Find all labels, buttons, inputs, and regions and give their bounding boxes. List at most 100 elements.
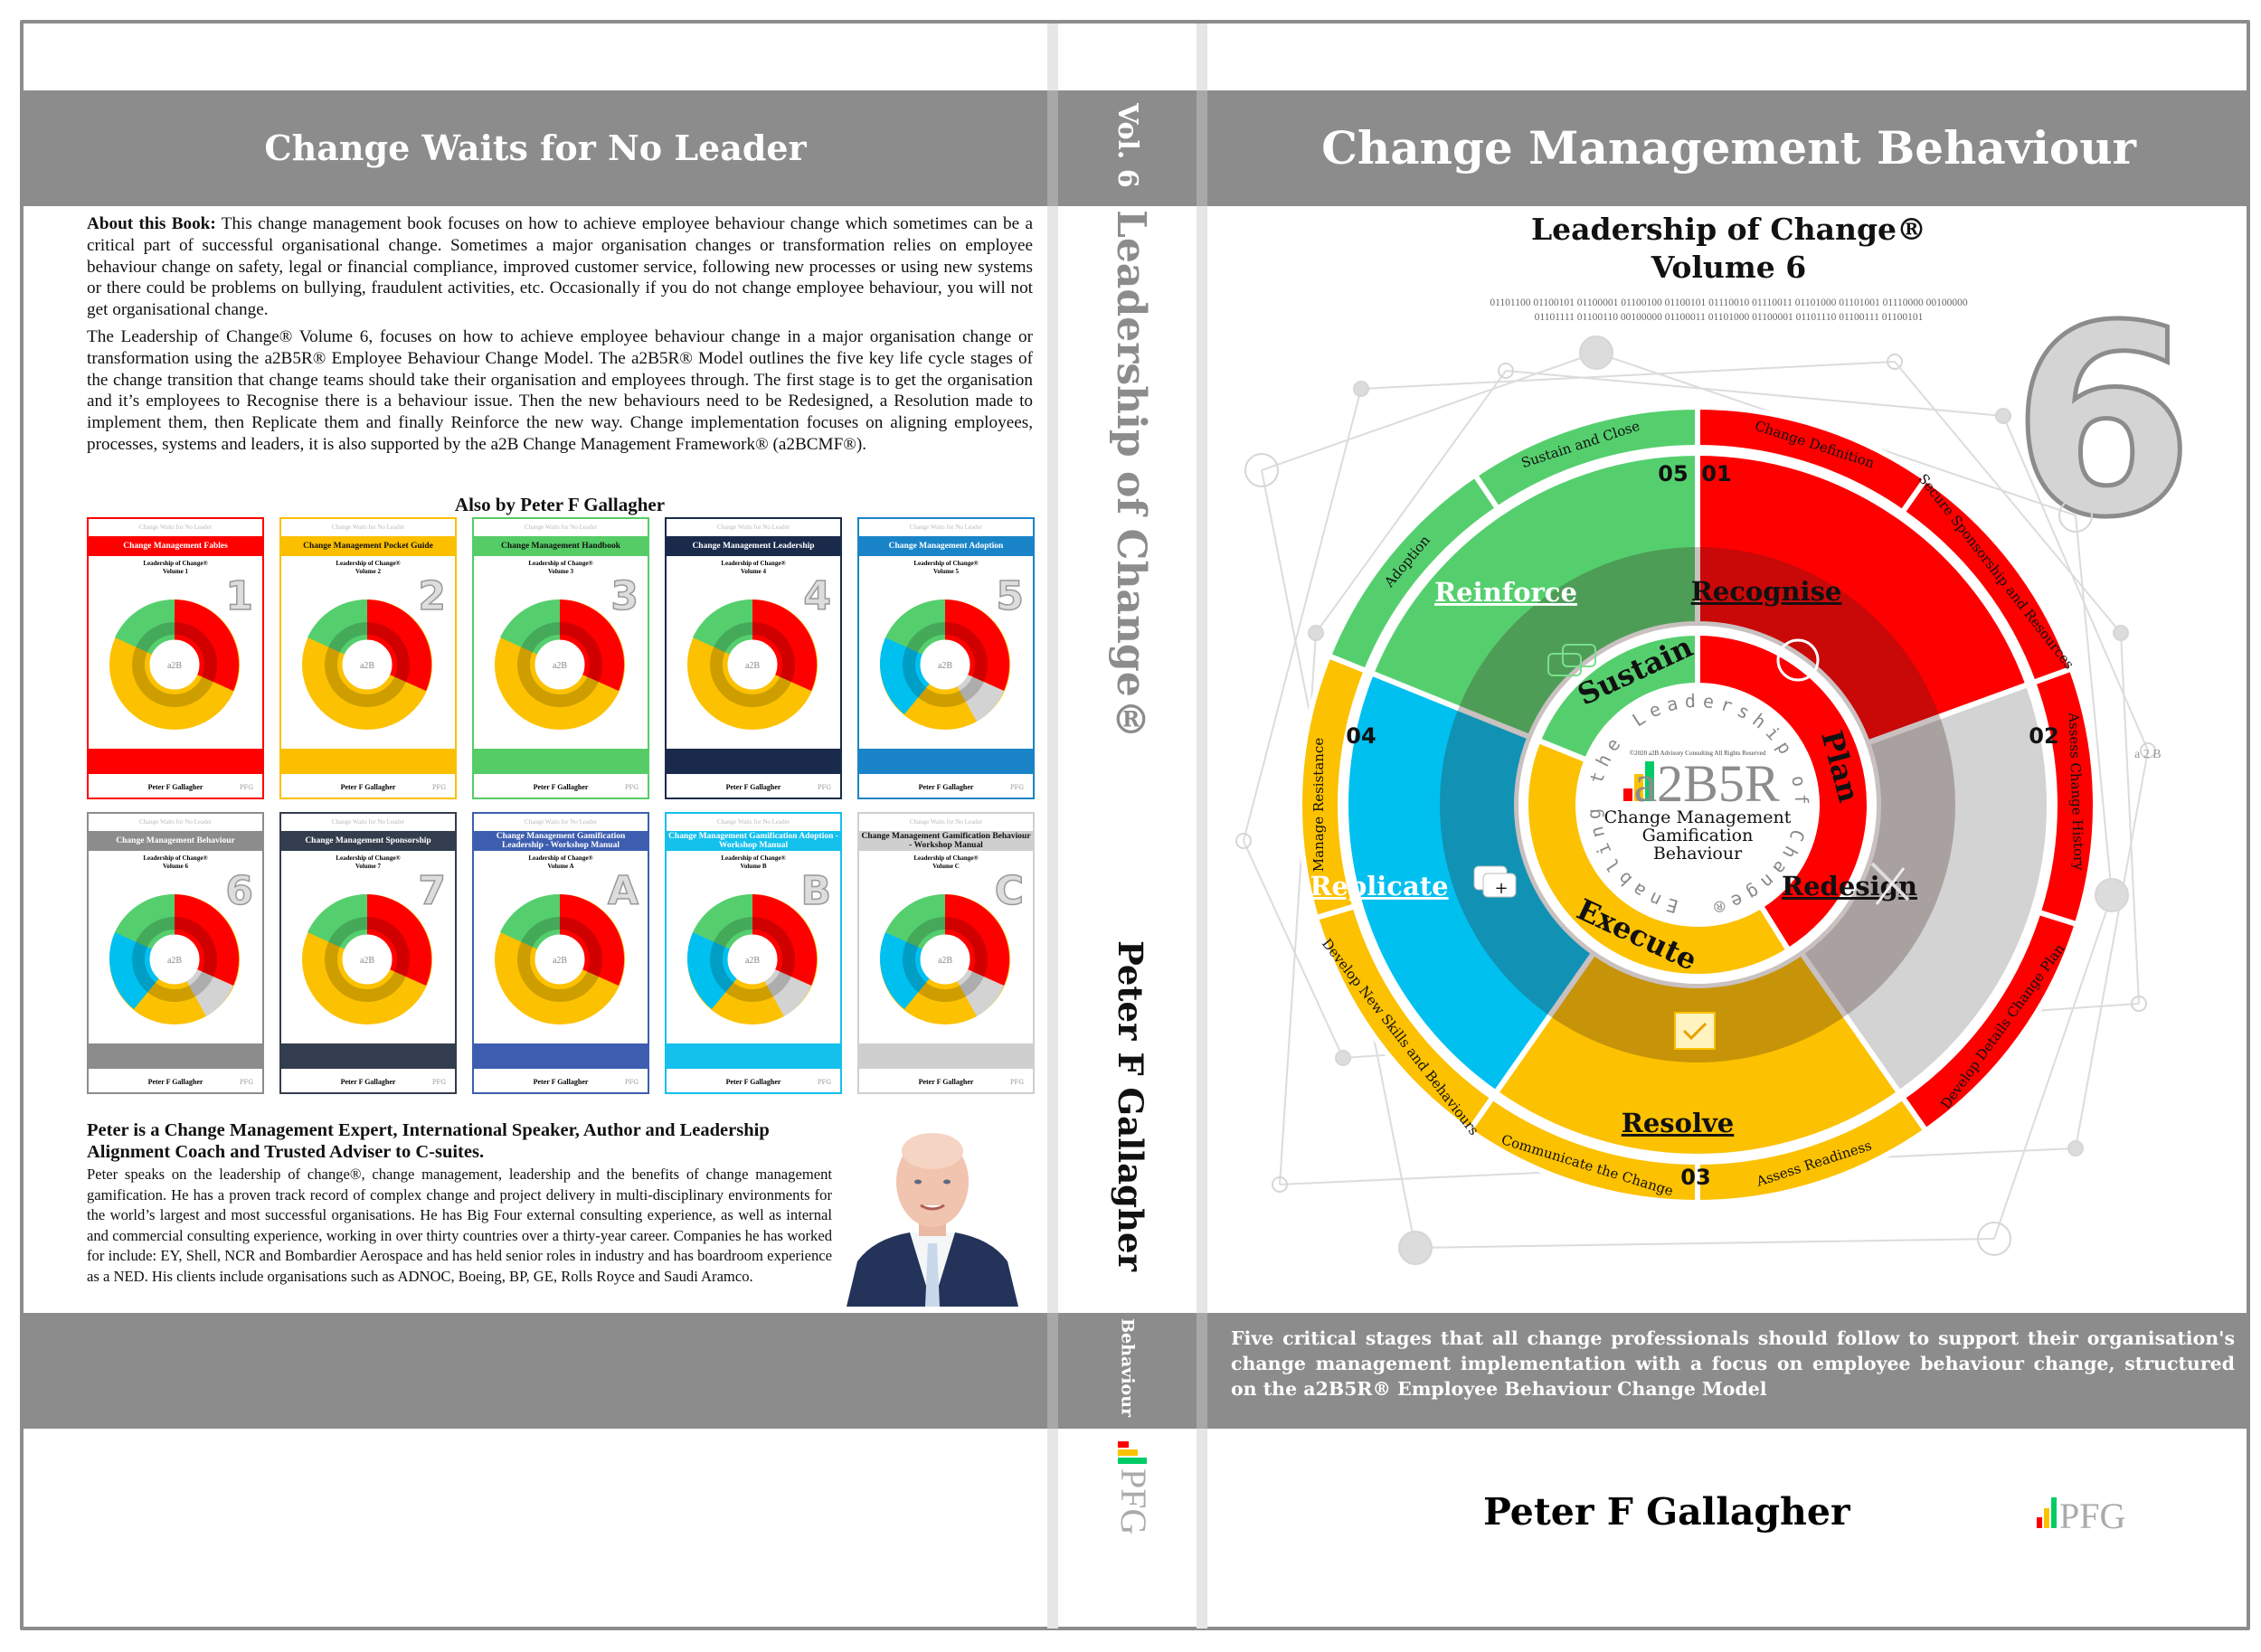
stage-segment-recognise[interactable] bbox=[1695, 403, 2076, 747]
thumb-wheel-icon: a2B bbox=[687, 599, 818, 730]
author-photo bbox=[837, 1126, 1027, 1307]
thumb-badge: 1 bbox=[225, 572, 254, 620]
svg-text:6: 6 bbox=[2012, 312, 2193, 547]
thumb-author: Peter F Gallagher bbox=[533, 783, 589, 791]
spine-author: Peter F Gallagher bbox=[1111, 940, 1150, 1271]
thumb-blurb-band bbox=[859, 1043, 1033, 1069]
phase-sustain[interactable] bbox=[1534, 629, 1700, 764]
stage-number-04: 04 bbox=[1346, 723, 1376, 749]
phase-execute[interactable] bbox=[1523, 736, 1793, 979]
thumb-series-top: Change Waits for No Leader bbox=[909, 524, 983, 531]
book-thumbnail-grid: Change Waits for No Leader Change Managem… bbox=[87, 517, 1036, 1096]
thumb-wheel-icon: a2B bbox=[879, 893, 1010, 1024]
stage-number-02: 02 bbox=[2029, 723, 2058, 749]
spine-pfg-logo: PFG bbox=[1102, 1438, 1156, 1564]
book-thumbnail[interactable]: Change Waits for No Leader Change Managem… bbox=[857, 517, 1035, 799]
book-thumbnail[interactable]: Change Waits for No Leader Change Managem… bbox=[472, 812, 649, 1094]
thumb-title: Change Management Fables bbox=[89, 536, 262, 556]
pencil-ruler-icon bbox=[1870, 862, 1910, 902]
svg-text:a2B: a2B bbox=[745, 956, 760, 966]
stage-segment-reinforce[interactable] bbox=[1325, 403, 1700, 741]
thumb-blurb-band bbox=[859, 749, 1033, 774]
thumb-title: Change Management Gamification Leadershi… bbox=[474, 831, 648, 851]
book-thumbnail[interactable]: Change Waits for No Leader Change Managem… bbox=[665, 517, 842, 799]
stage-label-resolve: Resolve bbox=[1622, 1108, 1735, 1138]
thumb-wheel-icon: a2B bbox=[302, 599, 432, 730]
stage-segment-replicate[interactable] bbox=[1297, 652, 1598, 1135]
thumb-wheel-icon: a2B bbox=[109, 893, 240, 1024]
thumb-wheel-icon: a2B bbox=[495, 599, 625, 730]
svg-text:a2B: a2B bbox=[167, 956, 182, 966]
thumb-series-top: Change Waits for No Leader bbox=[138, 524, 213, 531]
book-thumbnail[interactable]: Change Waits for No Leader Change Managem… bbox=[279, 517, 457, 799]
book-thumbnail[interactable]: Change Waits for No Leader Change Managem… bbox=[87, 517, 264, 799]
thumb-badge: 5 bbox=[996, 572, 1025, 620]
thumb-series-top: Change Waits for No Leader bbox=[138, 818, 213, 826]
about-this-book: About this Book: This change management … bbox=[87, 213, 1033, 461]
svg-text:a2B: a2B bbox=[938, 661, 952, 671]
thumb-pfg-logo: PFG bbox=[431, 784, 446, 791]
svg-text:a2B: a2B bbox=[167, 661, 182, 671]
back-cover-title: Change Waits for No Leader bbox=[264, 127, 807, 168]
thumb-subtitle: Leadership of Change® Volume 6 bbox=[143, 854, 208, 870]
a2b-side-logo: a 2 B bbox=[2134, 748, 2162, 761]
center-copyright: ©2020 a2B Advisory Consulting All Rights… bbox=[1630, 750, 1766, 757]
task-label: Manage Resistance bbox=[1310, 738, 1327, 873]
book-thumbnail[interactable]: Change Waits for No Leader Change Managem… bbox=[472, 517, 649, 799]
thumb-series-top: Change Waits for No Leader bbox=[331, 524, 405, 531]
thumb-title: Change Management Gamification Adoption … bbox=[667, 831, 840, 851]
svg-text:a2B: a2B bbox=[745, 661, 760, 671]
spine-volume: Vol. 6 bbox=[1112, 103, 1143, 188]
thumb-pfg-logo: PFG bbox=[817, 784, 831, 791]
thumb-blurb-band bbox=[667, 1043, 840, 1069]
book-thumbnail[interactable]: Change Waits for No Leader Change Managem… bbox=[279, 812, 457, 1094]
thumb-author: Peter F Gallagher bbox=[147, 1078, 203, 1086]
thumb-author: Peter F Gallagher bbox=[533, 1078, 589, 1086]
svg-text:a2B: a2B bbox=[553, 956, 567, 966]
thumb-title: Change Management Behaviour bbox=[89, 831, 262, 851]
thumb-author: Peter F Gallagher bbox=[147, 783, 203, 791]
thumb-blurb-band bbox=[474, 749, 648, 774]
front-author: Peter F Gallagher bbox=[1483, 1490, 1850, 1534]
thumb-title: Change Management Gamification Behaviour… bbox=[859, 831, 1033, 851]
stage-icons: + bbox=[1473, 638, 1910, 1050]
thumb-title: Change Management Adoption bbox=[859, 536, 1033, 556]
thumb-series-top: Change Waits for No Leader bbox=[716, 818, 790, 826]
thumb-badge: 4 bbox=[803, 572, 832, 620]
thumb-pfg-logo: PFG bbox=[239, 784, 253, 791]
binary-text: 01101100 01100101 01100001 01100100 0110… bbox=[1207, 296, 2250, 325]
thumb-series-top: Change Waits for No Leader bbox=[909, 818, 983, 826]
svg-text:a2B: a2B bbox=[938, 956, 952, 966]
center-logo: a2B5R bbox=[1633, 754, 1779, 813]
stage-segment-redesign[interactable] bbox=[1797, 665, 2098, 1135]
svg-text:+: + bbox=[1494, 879, 1508, 898]
center-center-line2: Gamification bbox=[1642, 826, 1754, 845]
spine-subject: Behaviour bbox=[1117, 1318, 1138, 1418]
about-paragraph-1: This change management book focuses on h… bbox=[87, 214, 1033, 320]
thumb-pfg-logo: PFG bbox=[817, 1079, 831, 1086]
thumb-author: Peter F Gallagher bbox=[340, 783, 396, 791]
thumb-pfg-logo: PFG bbox=[624, 1079, 639, 1086]
thumb-blurb-band bbox=[667, 749, 840, 774]
thumb-subtitle: Leadership of Change® Volume 7 bbox=[336, 854, 401, 870]
spine-series: Leadership of Change® bbox=[1108, 210, 1154, 743]
thumb-title: Change Management Pocket Guide bbox=[281, 536, 455, 556]
front-subtitle: Leadership of Change® Volume 6 bbox=[1207, 210, 2250, 286]
thumb-pfg-logo: PFG bbox=[624, 784, 639, 791]
book-thumbnail[interactable]: Change Waits for No Leader Change Managem… bbox=[857, 812, 1035, 1094]
thumb-pfg-logo: PFG bbox=[239, 1079, 253, 1086]
bio-heading: Peter is a Change Management Expert, Int… bbox=[87, 1120, 770, 1162]
stage-label-recognise: Recognise bbox=[1691, 576, 1842, 607]
thumb-badge: 6 bbox=[225, 867, 254, 915]
thumb-subtitle: Leadership of Change® Volume 5 bbox=[913, 560, 979, 575]
thumb-wheel-icon: a2B bbox=[495, 893, 625, 1024]
stage-segment-resolve[interactable] bbox=[1465, 949, 1930, 1206]
thumb-author: Peter F Gallagher bbox=[918, 783, 974, 791]
svg-text:a2B: a2B bbox=[360, 661, 374, 671]
book-thumbnail[interactable]: Change Waits for No Leader Change Managem… bbox=[87, 812, 264, 1094]
front-blurb-band: Five critical stages that all change pro… bbox=[1207, 1313, 2250, 1429]
stage-number-03: 03 bbox=[1680, 1165, 1710, 1190]
thumb-badge: 2 bbox=[418, 572, 447, 620]
book-thumbnail[interactable]: Change Waits for No Leader Change Managem… bbox=[665, 812, 842, 1094]
spine-fold-left bbox=[1047, 24, 1058, 1628]
